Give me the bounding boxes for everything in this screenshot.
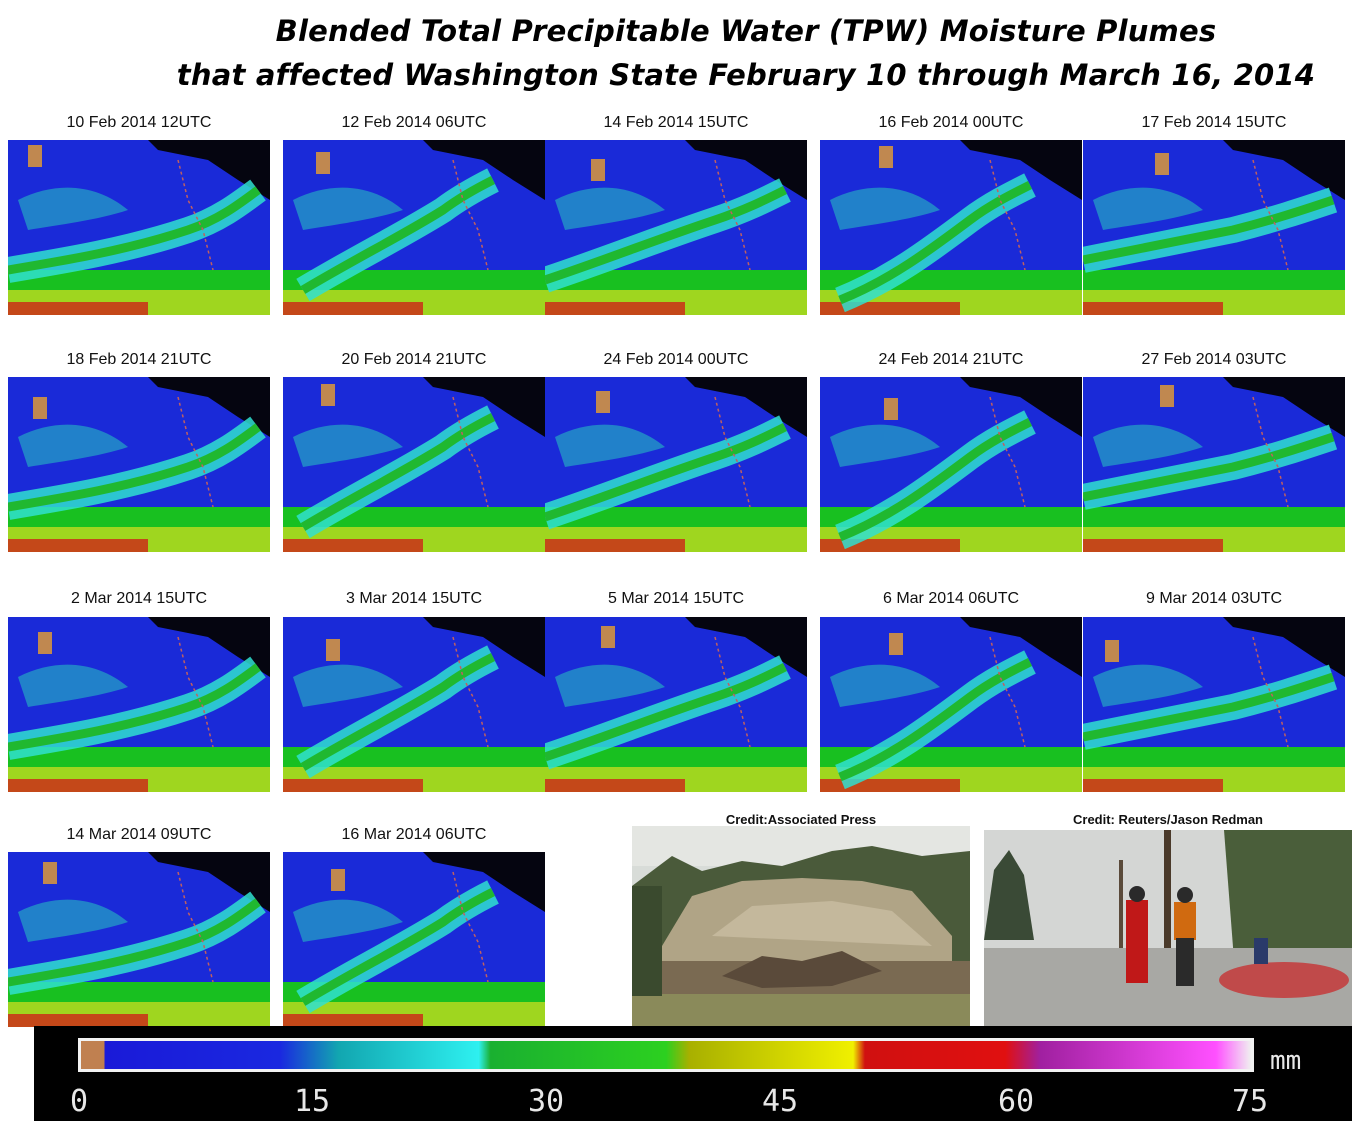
panel-date-label: 10 Feb 2014 12UTC [66,114,212,131]
panel-date-label: 27 Feb 2014 03UTC [1141,351,1287,368]
photo-credit-reuters: Credit: Reuters/Jason Redman [1073,812,1263,827]
panel-date-label: 3 Mar 2014 15UTC [345,590,483,607]
tpw-satellite-map [8,140,270,315]
flood-photo [984,830,1352,1026]
panel-date-label: 14 Mar 2014 09UTC [66,826,212,843]
colorbar-tick: 30 [527,1084,565,1119]
photo-credit-ap: Credit:Associated Press [725,812,877,827]
tpw-colorbar: mm 0 15 30 45 60 75 [34,1026,1352,1121]
tpw-satellite-map [820,617,1082,792]
colorbar-tick: 45 [761,1084,799,1119]
panel-date-label: 16 Feb 2014 00UTC [878,114,1024,131]
panel-date-label: 12 Feb 2014 06UTC [341,114,487,131]
tpw-satellite-map [545,617,807,792]
tpw-satellite-map [545,140,807,315]
colorbar-unit: mm [1270,1046,1302,1076]
tpw-satellite-map [1083,617,1345,792]
tpw-satellite-map [283,377,545,552]
panel-date-label: 14 Feb 2014 15UTC [603,114,749,131]
panel-date-label: 9 Mar 2014 03UTC [1145,590,1283,607]
panel-date-label: 24 Feb 2014 00UTC [603,351,749,368]
panel-date-label: 2 Mar 2014 15UTC [70,590,208,607]
tpw-satellite-map [283,852,545,1027]
tpw-satellite-map [1083,377,1345,552]
tpw-satellite-map [1083,140,1345,315]
panel-date-label: 16 Mar 2014 06UTC [341,826,487,843]
landslide-photo [632,826,970,1026]
colorbar-tick: 15 [293,1084,331,1119]
tpw-satellite-map [545,377,807,552]
colorbar-tick: 60 [997,1084,1035,1119]
tpw-satellite-map [820,377,1082,552]
colorbar-tick: 0 [69,1084,89,1119]
panel-date-label: 24 Feb 2014 21UTC [878,351,1024,368]
panel-date-label: 20 Feb 2014 21UTC [341,351,487,368]
figure-title-line-2: that affected Washington State February … [176,58,1316,92]
tpw-satellite-map [283,140,545,315]
panel-date-label: 5 Mar 2014 15UTC [607,590,745,607]
panel-date-label: 17 Feb 2014 15UTC [1141,114,1287,131]
figure-title-line-1: Blended Total Precipitable Water (TPW) M… [275,14,1217,48]
panel-date-label: 18 Feb 2014 21UTC [66,351,212,368]
tpw-satellite-map [8,852,270,1027]
tpw-satellite-map [8,377,270,552]
colorbar-tick: 75 [1231,1084,1269,1119]
tpw-satellite-map [8,617,270,792]
panel-date-label: 6 Mar 2014 06UTC [882,590,1020,607]
tpw-satellite-map [820,140,1082,315]
colorbar-gradient [78,1038,1254,1072]
tpw-satellite-map [283,617,545,792]
